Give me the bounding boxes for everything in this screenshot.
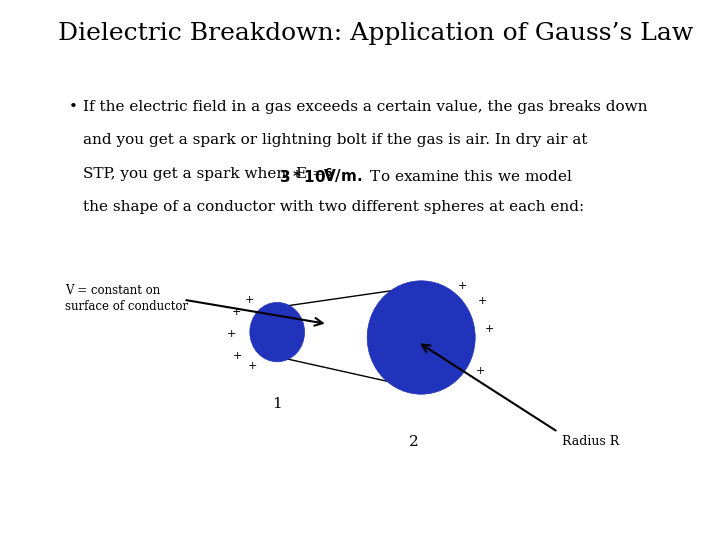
Text: V = constant on
surface of conductor: V = constant on surface of conductor xyxy=(65,284,188,314)
Text: •: • xyxy=(68,100,77,114)
Text: If the electric field in a gas exceeds a certain value, the gas breaks down: If the electric field in a gas exceeds a… xyxy=(83,100,647,114)
Text: +: + xyxy=(233,352,243,361)
Text: 1: 1 xyxy=(272,397,282,411)
Text: Radius R: Radius R xyxy=(562,435,619,448)
Text: Dielectric Breakdown: Application of Gauss’s Law: Dielectric Breakdown: Application of Gau… xyxy=(58,22,693,45)
Text: STP, you get a spark when  E =: STP, you get a spark when E = xyxy=(83,167,330,181)
Text: +: + xyxy=(247,361,257,371)
Text: +: + xyxy=(458,281,468,291)
Text: the shape of a conductor with two different spheres at each end:: the shape of a conductor with two differ… xyxy=(83,200,584,214)
Text: +: + xyxy=(475,366,485,376)
Text: +: + xyxy=(231,307,241,316)
Ellipse shape xyxy=(250,302,305,362)
Text: +: + xyxy=(227,329,237,339)
Ellipse shape xyxy=(367,281,475,394)
Text: $\mathbf{V/m.}$ To examine this we model: $\mathbf{V/m.}$ To examine this we model xyxy=(323,167,573,184)
Text: +: + xyxy=(485,325,495,334)
Text: $\mathbf{3*10^6}$: $\mathbf{3*10^6}$ xyxy=(279,167,334,186)
Text: 2: 2 xyxy=(409,435,419,449)
Text: +: + xyxy=(477,296,487,306)
Text: +: + xyxy=(245,295,255,305)
Text: and you get a spark or lightning bolt if the gas is air. In dry air at: and you get a spark or lightning bolt if… xyxy=(83,133,588,147)
